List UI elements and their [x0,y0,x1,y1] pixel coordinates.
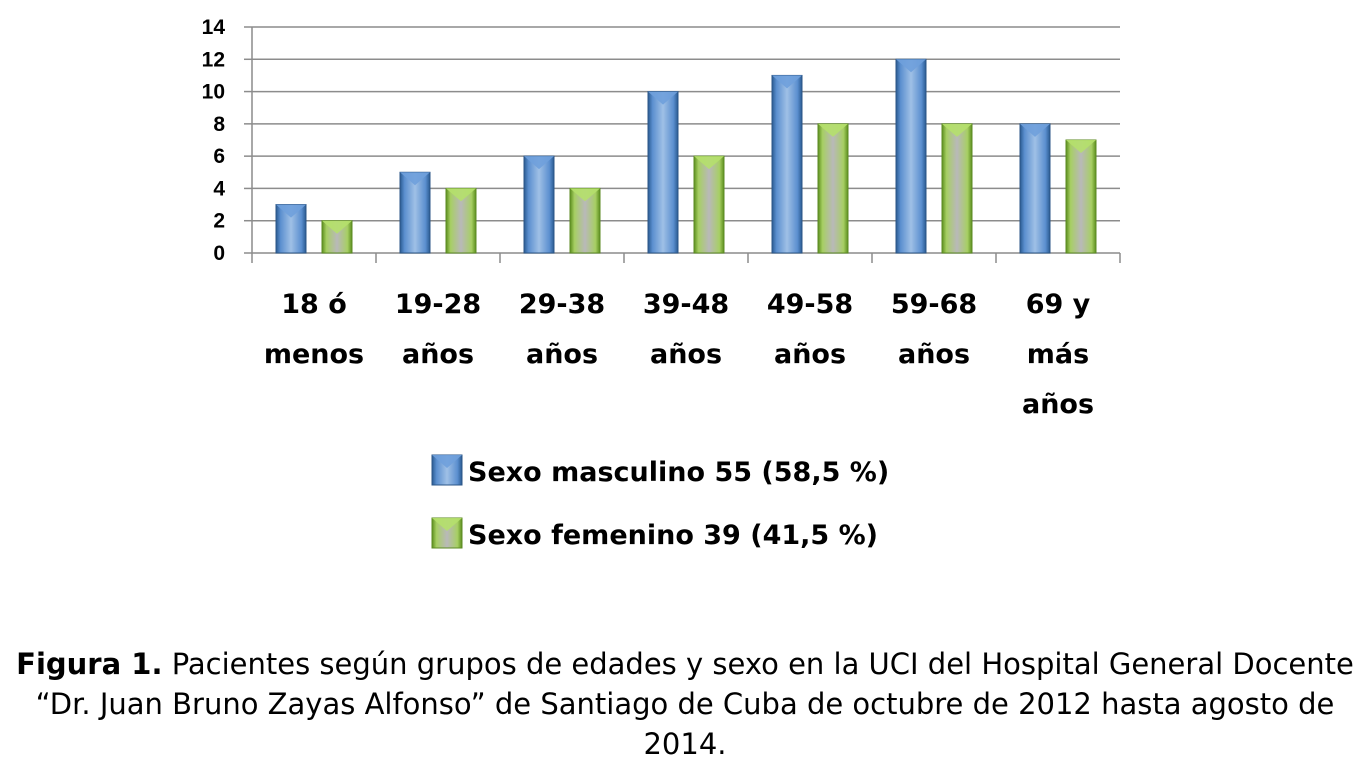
x-tick-label: años [650,339,722,370]
legend-swatch-cap [432,518,462,531]
x-tick-label: 59-68 [891,289,977,320]
x-tick-label: años [898,339,970,370]
y-tick-label: 0 [213,242,225,265]
x-tick-label: 69 y [1026,289,1091,320]
bar-chart: 0 2 4 6 8 10 12 14 18 ó menos 19-28 años 29-38 años 39… [202,16,1121,551]
x-tick-label: años [1022,389,1094,420]
x-tick-label: años [402,339,474,370]
caption-figure-label: Figura 1. [16,647,163,681]
legend-swatch-cap [432,455,462,468]
gridlines [252,26,1120,222]
figure-caption: Figura 1. Pacientes según grupos de edad… [0,644,1370,764]
legend-label-femenino: Sexo femenino 39 (41,5 %) [468,520,878,551]
bar-masculino [399,171,431,254]
bar-cap [772,75,802,89]
bar-femenino [941,123,973,254]
bar-cap [524,156,554,170]
bar-cap [648,91,678,105]
bar-femenino [1065,139,1097,254]
legend: Sexo masculino 55 (58,5 %) Sexo femenino … [431,454,889,551]
y-tick-label: 8 [213,113,225,136]
bar-cap [322,220,352,234]
x-tick-label: años [526,339,598,370]
bar-cap [942,123,972,137]
x-tick-label: 18 ó [281,289,347,320]
axis-labels: 0 2 4 6 8 10 12 14 18 ó menos 19-28 años 29-38 años 39… [202,16,1094,420]
bars [275,58,1097,254]
bar-cap [818,123,848,137]
bar-cap [570,188,600,202]
x-tick-label: 39-48 [643,289,729,320]
y-tick-label: 6 [213,145,225,168]
x-tick-label: 29-38 [519,289,605,320]
bar-cap [1066,140,1096,153]
x-tick-label: más [1027,339,1089,370]
bar-femenino [817,123,849,254]
bar-cap [694,156,724,170]
y-tick-label: 12 [202,48,225,71]
bar-masculino [771,74,803,254]
y-tick-label: 14 [202,16,226,39]
y-tick-label: 4 [213,177,225,200]
legend-label-masculino: Sexo masculino 55 (58,5 %) [468,457,889,488]
bar-cap [1020,123,1050,137]
x-tick-label: 49-58 [767,289,853,320]
caption-text: Pacientes según grupos de edades y sexo … [35,647,1354,761]
bar-masculino [1019,123,1051,254]
bar-femenino [693,155,725,254]
x-tick-label: menos [264,339,364,370]
bar-masculino [523,155,555,254]
axes [244,26,1121,263]
bar-cap [446,188,476,202]
x-tick-label: años [774,339,846,370]
x-tick-label: 19-28 [395,289,481,320]
bar-masculino [647,91,679,254]
bar-cap [896,59,926,73]
y-tick-label: 10 [202,81,225,104]
bar-cap [276,204,306,218]
bar-cap [400,172,430,186]
y-tick-label: 2 [213,210,225,233]
bar-masculino [895,58,927,254]
